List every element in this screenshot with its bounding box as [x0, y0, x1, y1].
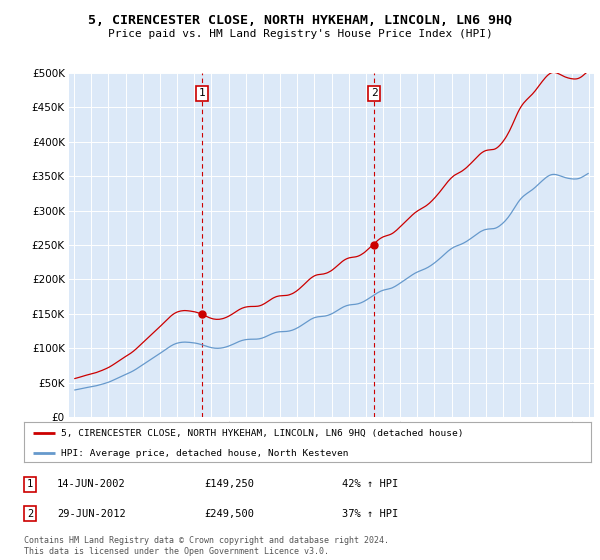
Text: 1: 1	[27, 479, 33, 489]
Text: 2: 2	[371, 88, 377, 99]
Text: 29-JUN-2012: 29-JUN-2012	[57, 508, 126, 519]
Text: Price paid vs. HM Land Registry's House Price Index (HPI): Price paid vs. HM Land Registry's House …	[107, 29, 493, 39]
Text: 14-JUN-2002: 14-JUN-2002	[57, 479, 126, 489]
Text: 1: 1	[199, 88, 206, 99]
Text: 5, CIRENCESTER CLOSE, NORTH HYKEHAM, LINCOLN, LN6 9HQ: 5, CIRENCESTER CLOSE, NORTH HYKEHAM, LIN…	[88, 14, 512, 27]
Text: £249,500: £249,500	[204, 508, 254, 519]
Text: 2: 2	[27, 508, 33, 519]
Text: £149,250: £149,250	[204, 479, 254, 489]
Text: 42% ↑ HPI: 42% ↑ HPI	[342, 479, 398, 489]
Text: HPI: Average price, detached house, North Kesteven: HPI: Average price, detached house, Nort…	[61, 450, 349, 459]
Text: 5, CIRENCESTER CLOSE, NORTH HYKEHAM, LINCOLN, LN6 9HQ (detached house): 5, CIRENCESTER CLOSE, NORTH HYKEHAM, LIN…	[61, 430, 463, 438]
Text: Contains HM Land Registry data © Crown copyright and database right 2024.
This d: Contains HM Land Registry data © Crown c…	[24, 536, 389, 556]
Text: 37% ↑ HPI: 37% ↑ HPI	[342, 508, 398, 519]
